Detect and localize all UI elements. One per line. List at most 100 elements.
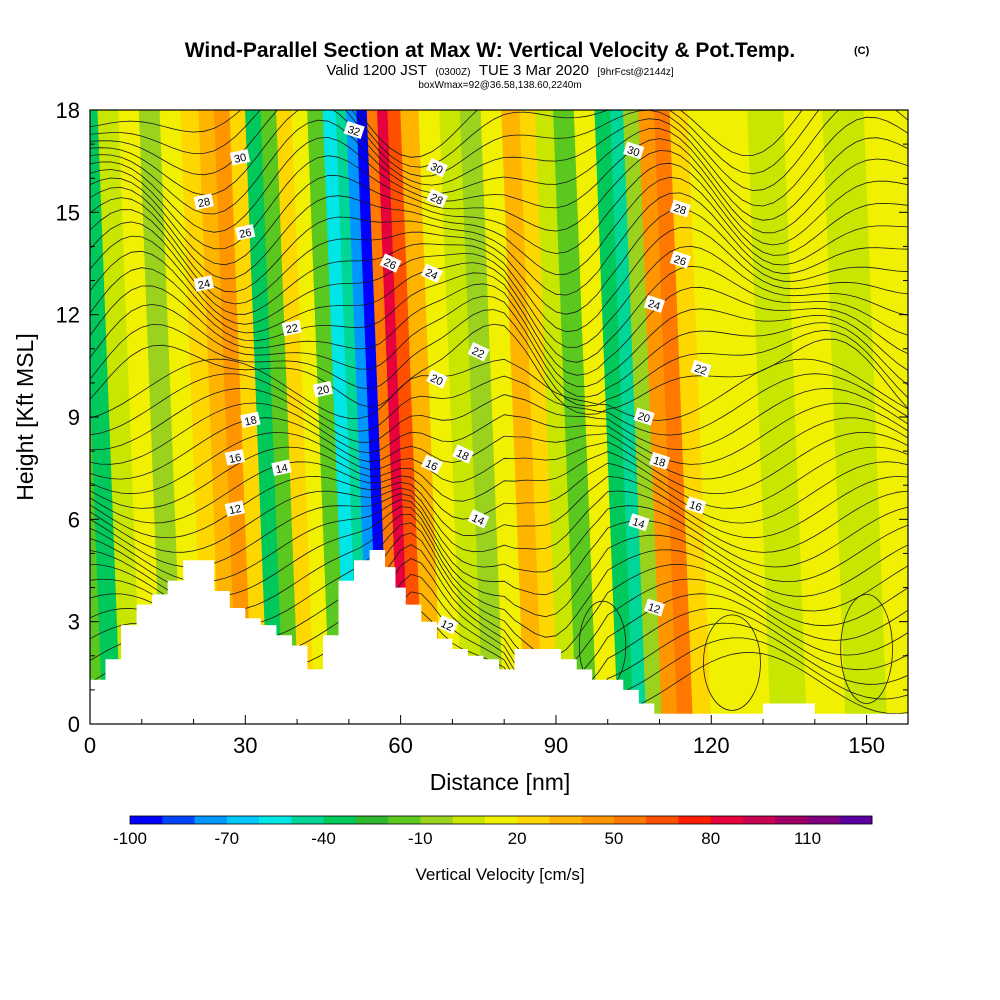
contour-label: 18: [652, 455, 667, 470]
theta-contour: [90, 373, 908, 436]
velocity-band: [198, 110, 238, 724]
contour-label-group: 26: [669, 250, 691, 269]
contour-label-group: 22: [281, 319, 302, 336]
theta-contour: [90, 110, 908, 191]
velocity-band: [245, 110, 285, 724]
contour-label: 20: [316, 384, 330, 398]
x-axis: 0 30 60 90 120 150: [84, 715, 885, 758]
colorbar-swatch: [710, 816, 744, 824]
theta-contour: [90, 475, 908, 539]
x-tick-label: 120: [693, 733, 730, 758]
theta-contour: [90, 499, 908, 596]
contour-label: 26: [672, 253, 687, 268]
vertical-velocity-field: [90, 110, 908, 724]
theta-contour: [90, 235, 908, 348]
contour-label: 16: [423, 458, 439, 474]
theta-contour: [90, 208, 908, 315]
theta-contour: [90, 283, 908, 387]
contour-label-bg: [452, 444, 474, 464]
contour-label-bg: [643, 294, 666, 313]
velocity-band: [322, 110, 360, 724]
contour-label: 28: [428, 192, 444, 208]
theta-contour: [90, 493, 908, 573]
theta-contour: [90, 387, 908, 451]
contour-label: 14: [275, 462, 289, 476]
x-axis-title: Distance [nm]: [430, 769, 571, 795]
contour-label-bg: [649, 451, 671, 470]
colorbar-swatch: [517, 816, 550, 824]
colorbar-swatch: [775, 816, 808, 824]
colorbar-swatch: [839, 816, 873, 824]
contour-label: 32: [346, 124, 361, 139]
contour-label: 20: [636, 410, 651, 425]
colorbar: -100 -70 -40 -10 20 50 80 110: [113, 815, 873, 848]
velocity-band: [610, 110, 647, 724]
contour-label: 12: [439, 618, 455, 634]
velocity-band: [260, 110, 300, 724]
colorbar-swatch: [549, 816, 583, 824]
velocity-band: [90, 110, 122, 724]
terrain-fill: [90, 550, 908, 724]
contour-label-group: 18: [240, 411, 261, 429]
colorbar-label: -100: [113, 829, 147, 848]
contour-label-group: 22: [467, 342, 490, 362]
contour-label-bg: [312, 380, 334, 398]
y-tick-label: 18: [56, 98, 80, 123]
contour-label-group: 32: [343, 121, 365, 139]
theta-contour: [90, 119, 908, 221]
contour-label-group: 14: [271, 459, 292, 476]
contour-label-group: 12: [224, 500, 246, 517]
contour-label-group: 30: [229, 149, 251, 166]
colorbar-swatch: [323, 816, 357, 824]
contour-label: 18: [454, 447, 470, 463]
contour-label: 12: [646, 601, 661, 616]
colorbar-label: 50: [604, 829, 623, 848]
contour-label-bg: [229, 149, 251, 166]
contour-label-group: 14: [628, 513, 650, 531]
contour-label-group: 20: [426, 369, 449, 389]
contour-label-bg: [271, 459, 292, 476]
velocity-band: [400, 110, 443, 724]
contour-label-bg: [685, 496, 707, 515]
colorbar-title: Vertical Velocity [cm/s]: [415, 865, 584, 884]
velocity-band: [573, 110, 619, 724]
velocity-band: [459, 110, 505, 724]
colorbar-swatch: [452, 816, 486, 824]
theta-contour: [90, 323, 908, 415]
velocity-band: [822, 110, 888, 724]
contour-label-group: 16: [685, 496, 707, 515]
y-tick-label: 0: [68, 712, 80, 737]
chart-subtitle-2: boxWmax=92@36.58,138.60,2240m: [418, 80, 581, 91]
contour-label-group: 22: [690, 359, 712, 378]
colorbar-swatch: [613, 816, 647, 824]
contour-label: 22: [693, 363, 708, 378]
y-tick-label: 9: [68, 405, 80, 430]
contour-label: 24: [646, 298, 661, 313]
contour-label: 18: [243, 414, 257, 428]
velocity-band: [480, 110, 526, 724]
contour-label: 30: [233, 152, 247, 166]
contour-label-group: 30: [623, 141, 645, 159]
contour-label-bg: [669, 250, 691, 269]
contour-label-group: 20: [312, 380, 334, 398]
colorbar-swatch: [130, 816, 163, 824]
colorbar-swatch: [194, 816, 228, 824]
velocity-band: [747, 110, 808, 724]
contour-label: 26: [382, 256, 398, 272]
chart-title: Wind-Parallel Section at Max W: Vertical…: [185, 39, 796, 62]
velocity-band: [118, 110, 163, 724]
x-tick-label: 60: [388, 733, 412, 758]
theta-contour: [90, 137, 908, 234]
contour-label-group: 28: [193, 193, 214, 210]
x-tick-label: 90: [544, 733, 568, 758]
contour-label-bg: [235, 224, 256, 241]
theta-contour: [90, 402, 908, 465]
colorbar-swatch: [742, 816, 776, 824]
contour-label-bg: [193, 275, 214, 292]
theta-contour: [90, 176, 908, 280]
y-axis: 0 3 6 9 12 15 18: [56, 98, 908, 737]
contour-label-group: 24: [421, 263, 443, 283]
contour-label-group: 30: [426, 157, 449, 178]
contour-label-group: 12: [643, 598, 666, 617]
